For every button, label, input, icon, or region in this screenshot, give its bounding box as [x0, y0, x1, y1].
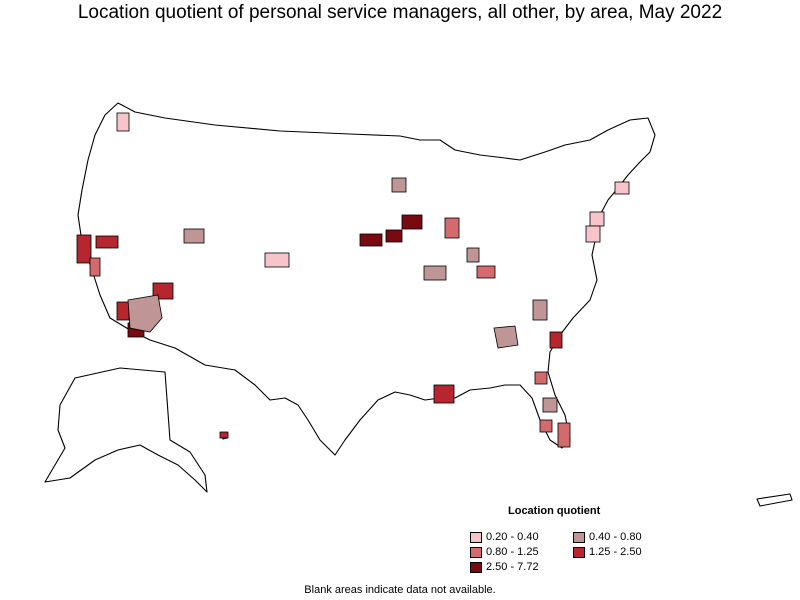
area-mo — [423, 265, 447, 281]
legend-title: Location quotient — [508, 505, 601, 517]
area-az — [127, 294, 163, 333]
legend-item: 1.25 - 2.50 — [573, 546, 673, 558]
legend-swatch — [470, 546, 482, 558]
legend-swatch — [470, 531, 482, 543]
map-title: Location quotient of personal service ma… — [77, 2, 723, 23]
legend-label: 0.20 - 0.40 — [486, 531, 539, 543]
area-ia-2 — [385, 229, 403, 243]
legend-item: 0.20 - 0.40 — [470, 531, 573, 543]
area-ca-sf — [76, 234, 92, 264]
legend-label: 2.50 - 7.72 — [486, 561, 539, 573]
area-la — [433, 384, 455, 404]
area-ny — [589, 211, 605, 227]
footnote: Blank areas indicate data not available. — [304, 584, 496, 596]
area-fl-mia — [557, 422, 571, 448]
legend: Location quotient 0.20 - 0.40 0.40 - 0.8… — [470, 505, 670, 573]
area-wa — [116, 112, 130, 132]
area-ma — [614, 181, 630, 195]
area-mn — [391, 177, 407, 193]
area-ca-la — [116, 301, 130, 321]
area-il — [444, 217, 460, 239]
contiguous-us-outline — [77, 102, 656, 456]
area-nc — [532, 299, 548, 321]
legend-item: 0.80 - 1.25 — [470, 546, 573, 558]
legend-swatch — [573, 531, 585, 543]
puerto-rico-outline — [756, 493, 793, 507]
area-fl-tampa — [539, 419, 553, 433]
area-ca-valley — [89, 257, 101, 277]
area-fl-orl — [542, 397, 558, 413]
area-ky — [476, 265, 496, 279]
area-in — [466, 247, 480, 263]
area-id — [183, 228, 205, 244]
legend-swatch — [470, 561, 482, 573]
legend-label: 1.25 - 2.50 — [589, 546, 642, 558]
area-co — [264, 252, 290, 268]
area-ga — [493, 325, 519, 349]
legend-swatch — [573, 546, 585, 558]
area-ca-sac — [95, 235, 119, 249]
area-ia-3 — [401, 214, 423, 230]
area-fl-jax — [534, 371, 548, 385]
alaska-outline — [44, 367, 208, 493]
legend-label: 0.80 - 1.25 — [486, 546, 539, 558]
legend-item: 0.40 - 0.80 — [573, 531, 673, 543]
area-ia-1 — [359, 233, 383, 247]
legend-item: 2.50 - 7.72 — [470, 561, 573, 573]
area-sc — [549, 331, 563, 349]
area-nj — [585, 225, 601, 243]
area-hi — [219, 431, 229, 439]
legend-label: 0.40 - 0.80 — [589, 531, 642, 543]
